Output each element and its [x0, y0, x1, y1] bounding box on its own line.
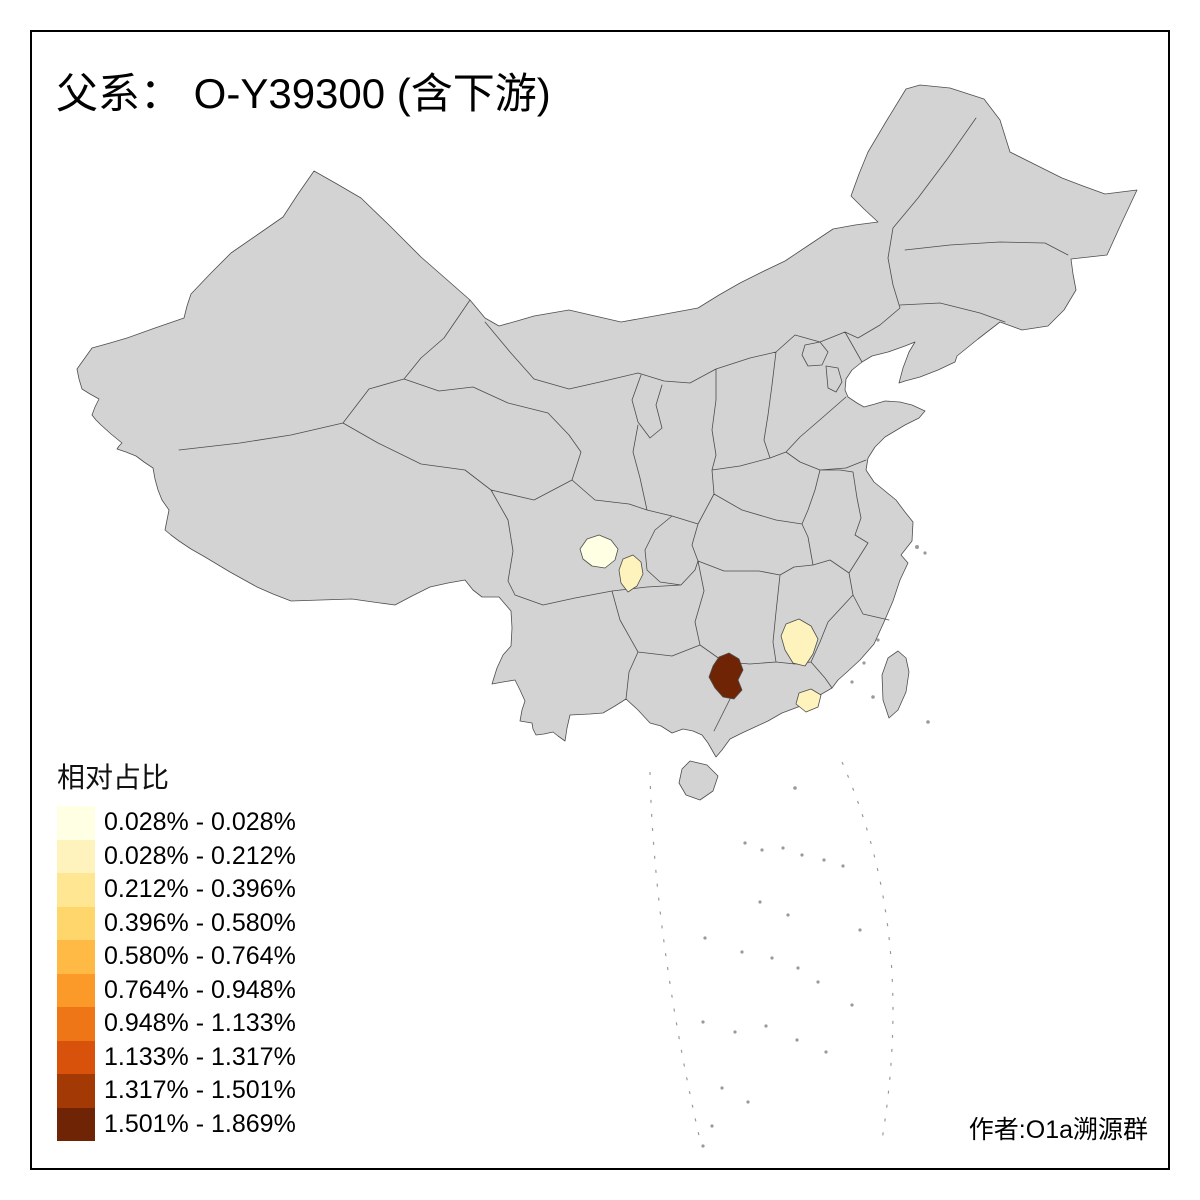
map-region-jiangxi-south: [780, 618, 819, 667]
legend-label: 1.133% - 1.317%: [104, 1042, 296, 1071]
china-mainland: [76, 84, 1138, 758]
legend-title: 相对占比: [57, 762, 170, 793]
map-region-sichuan-west: [579, 534, 619, 569]
province-border-lines: [178, 117, 1069, 732]
legend-swatch: [57, 1074, 95, 1108]
coastal-islets: [793, 545, 930, 790]
legend-swatch: [57, 839, 95, 873]
legend-label: 0.764% - 0.948%: [104, 975, 296, 1004]
legend-item: 0.028% - 0.028%: [57, 806, 296, 840]
legend-swatch: [57, 906, 95, 940]
taiwan-island: [881, 650, 910, 719]
page-title: 父系： O-Y39300 (含下游): [56, 70, 551, 117]
legend-label: 1.317% - 1.501%: [104, 1076, 296, 1105]
legend-swatch: [57, 873, 95, 907]
map-region-guangdong-east-coast: [795, 688, 822, 713]
map-legend: 相对占比 0.028% - 0.028% 0.028% - 0.212% 0.2…: [57, 756, 296, 1141]
legend-item: 0.764% - 0.948%: [57, 973, 296, 1007]
legend-swatch: [57, 973, 95, 1007]
legend-label: 0.396% - 0.580%: [104, 908, 296, 937]
legend-item: 0.948% - 1.133%: [57, 1007, 296, 1041]
legend-item: 0.212% - 0.396%: [57, 873, 296, 907]
hainan-island: [678, 760, 719, 801]
legend-label: 0.028% - 0.212%: [104, 841, 296, 870]
legend-label: 0.948% - 1.133%: [104, 1009, 296, 1038]
legend-swatch: [57, 940, 95, 974]
south-china-sea-islands: [649, 761, 894, 1148]
legend-swatch: [57, 1007, 95, 1041]
legend-label: 0.212% - 0.396%: [104, 875, 296, 904]
legend-item: 0.580% - 0.764%: [57, 940, 296, 974]
legend-label: 1.501% - 1.869%: [104, 1109, 296, 1138]
legend-item: 0.028% - 0.212%: [57, 839, 296, 873]
map-region-sichuan-south: [618, 554, 644, 593]
legend-item: 1.317% - 1.501%: [57, 1074, 296, 1108]
map-region-hunan-guangdong-border: [708, 652, 744, 700]
legend-label: 0.028% - 0.028%: [104, 808, 296, 837]
legend-item: 1.133% - 1.317%: [57, 1040, 296, 1074]
legend-item: 1.501% - 1.869%: [57, 1107, 296, 1141]
legend-item: 0.396% - 0.580%: [57, 906, 296, 940]
legend-swatch: [57, 806, 95, 840]
author-credit: 作者:O1a溯源群: [968, 1116, 1148, 1144]
legend-label: 0.580% - 0.764%: [104, 942, 296, 971]
legend-swatch: [57, 1040, 95, 1074]
legend-swatch: [57, 1107, 95, 1141]
